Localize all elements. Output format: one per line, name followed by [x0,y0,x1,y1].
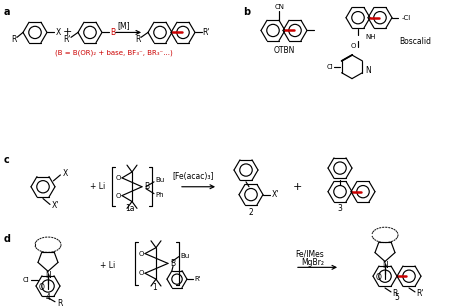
Text: N: N [382,261,388,270]
Text: R: R [57,299,63,308]
Text: R: R [135,35,141,44]
Text: Boscalid: Boscalid [399,37,431,46]
Text: c: c [4,155,10,165]
Text: NH: NH [365,34,375,40]
Text: O: O [115,192,121,199]
Text: Fe/IMes: Fe/IMes [296,249,324,258]
Text: 3: 3 [337,204,342,213]
Text: [M]: [M] [118,21,130,30]
Text: Bu: Bu [155,177,164,183]
Text: b: b [243,7,250,17]
Text: 4: 4 [46,293,50,302]
Text: R': R' [202,28,210,37]
Text: R': R' [416,290,424,298]
Text: Ph: Ph [155,192,164,198]
Text: B: B [145,182,150,191]
Text: O: O [115,175,121,181]
Text: MgBr₂: MgBr₂ [301,258,325,267]
Text: O: O [350,43,356,49]
Text: X: X [55,28,61,37]
Text: O: O [138,251,144,257]
Text: 2: 2 [249,208,254,217]
Text: N: N [365,66,371,75]
Text: -Cl: -Cl [402,15,411,21]
Text: R': R' [63,35,71,44]
Text: (B = B(OR)₂ + base, BF₃⁻, BR₃⁻...): (B = B(OR)₂ + base, BF₃⁻, BR₃⁻...) [55,50,173,56]
Text: R': R' [195,276,201,282]
Text: R: R [392,290,398,298]
Text: 1: 1 [153,283,157,293]
Text: O: O [39,282,45,291]
Text: B: B [110,28,116,37]
Text: X': X' [271,190,279,199]
Text: N: N [45,271,51,280]
Text: O: O [376,273,382,282]
Text: a: a [4,7,10,17]
Text: d: d [4,234,11,244]
Text: +: + [292,182,301,192]
Text: O: O [138,270,144,276]
Text: + Li: + Li [90,182,105,191]
Text: X: X [63,169,68,178]
Text: [Fe(acac)₃]: [Fe(acac)₃] [172,172,214,181]
Text: B: B [171,259,175,268]
Text: Cl: Cl [327,64,333,70]
Text: Bu: Bu [181,253,190,258]
Text: R: R [11,35,17,44]
Text: + Li: + Li [100,261,115,270]
Text: OTBN: OTBN [273,46,295,55]
Text: Cl: Cl [22,277,29,283]
Text: X': X' [51,201,59,210]
Text: 5: 5 [394,293,400,302]
Text: 1a: 1a [125,204,135,213]
Text: +: + [62,27,72,38]
Text: CN: CN [275,4,285,10]
